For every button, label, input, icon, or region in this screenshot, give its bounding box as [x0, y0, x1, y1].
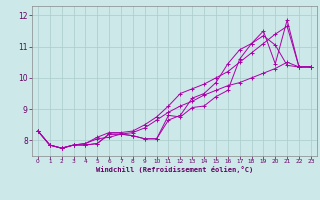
X-axis label: Windchill (Refroidissement éolien,°C): Windchill (Refroidissement éolien,°C) — [96, 166, 253, 173]
